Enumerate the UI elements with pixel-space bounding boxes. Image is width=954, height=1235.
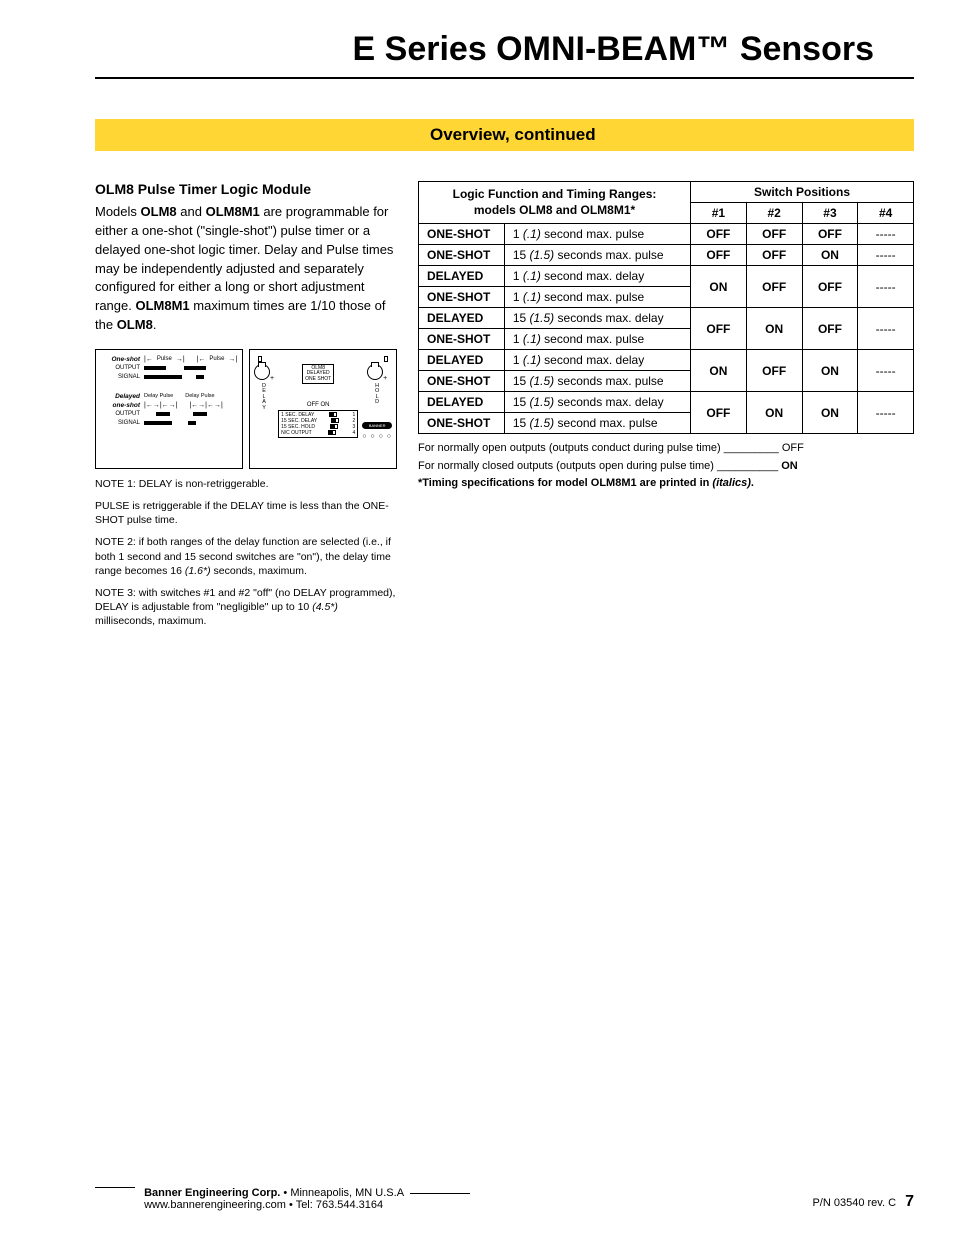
led-indicators-icon: ○ ○ ○ ○ <box>362 433 392 440</box>
switch-cell: ----- <box>858 308 914 350</box>
content: OLM8 Pulse Timer Logic Module Models OLM… <box>95 181 914 636</box>
func-cell: DELAYED <box>419 266 505 287</box>
section-bar: Overview, continued <box>95 119 914 151</box>
switch-cell: OFF <box>691 308 747 350</box>
page-title: E Series OMNI-BEAM™ Sensors <box>95 30 874 69</box>
switch-cell: OFF <box>746 266 802 308</box>
right-column: Logic Function and Timing Ranges: models… <box>418 181 914 636</box>
sw-col-3: #3 <box>802 203 858 224</box>
module-title: OLM8 Pulse Timer Logic Module <box>95 181 400 197</box>
footer-company: Banner Engineering Corp. • Minneapolis, … <box>95 1187 470 1211</box>
delay-knob-icon <box>254 364 270 380</box>
note-3: NOTE 3: with switches #1 and #2 "off" (n… <box>95 586 400 629</box>
switch-cell: ON <box>802 245 858 266</box>
timing-cell: 15 (1.5) seconds max. delay <box>504 308 690 329</box>
func-cell: DELAYED <box>419 350 505 371</box>
switch-cell: ----- <box>858 392 914 434</box>
switch-cell: ----- <box>858 245 914 266</box>
switch-cell: OFF <box>746 224 802 245</box>
left-column: OLM8 Pulse Timer Logic Module Models OLM… <box>95 181 400 636</box>
timing-cell: 1 (.1) second max. delay <box>504 350 690 371</box>
table-head-right: Switch Positions <box>691 182 914 203</box>
sw-col-4: #4 <box>858 203 914 224</box>
table-row: DELAYED15 (1.5) seconds max. delayOFFONO… <box>419 392 914 413</box>
switch-cell: ON <box>746 308 802 350</box>
timing-waveform-panel: One-shot |←Pulse→| |←Pulse→| OUTPUT SIGN… <box>95 349 243 469</box>
table-row: ONE-SHOT1 (.1) second max. pulseOFFOFFOF… <box>419 224 914 245</box>
module-paragraph: Models OLM8 and OLM8M1 are programmable … <box>95 203 400 335</box>
switch-cell: ----- <box>858 266 914 308</box>
switch-cell: OFF <box>802 266 858 308</box>
func-cell: DELAYED <box>419 392 505 413</box>
timing-cell: 15 (1.5) seconds max. pulse <box>504 245 690 266</box>
footnote-italics: *Timing specifications for model OLM8M1 … <box>418 475 914 493</box>
timing-cell: 1 (.1) second max. pulse <box>504 287 690 308</box>
switch-cell: OFF <box>802 224 858 245</box>
table-head-left: Logic Function and Timing Ranges: models… <box>419 182 691 224</box>
func-cell: ONE-SHOT <box>419 371 505 392</box>
sw-col-2: #2 <box>746 203 802 224</box>
page-number: 7 <box>905 1193 914 1210</box>
footer-pn: P/N 03540 rev. C 7 <box>812 1193 914 1211</box>
switch-cell: OFF <box>691 245 747 266</box>
switch-cell: ON <box>802 392 858 434</box>
timing-cell: 15 (1.5) seconds max. delay <box>504 392 690 413</box>
footnote-closed: For normally closed outputs (outputs ope… <box>418 458 914 476</box>
page-header: E Series OMNI-BEAM™ Sensors <box>95 0 914 79</box>
switch-cell: ON <box>746 392 802 434</box>
sw-col-1: #1 <box>691 203 747 224</box>
notes: NOTE 1: DELAY is non-retriggerable. PULS… <box>95 477 400 629</box>
note-1b: PULSE is retriggerable if the DELAY time… <box>95 499 400 527</box>
timing-cell: 1 (.1) second max. pulse <box>504 329 690 350</box>
table-row: DELAYED15 (1.5) seconds max. delayOFFONO… <box>419 308 914 329</box>
switch-cell: OFF <box>691 392 747 434</box>
func-cell: ONE-SHOT <box>419 287 505 308</box>
timing-cell: 15 (1.5) second max. pulse <box>504 413 690 434</box>
switch-cell: ON <box>691 266 747 308</box>
note-1: NOTE 1: DELAY is non-retriggerable. <box>95 477 400 491</box>
func-cell: ONE-SHOT <box>419 329 505 350</box>
func-cell: ONE-SHOT <box>419 224 505 245</box>
timing-cell: 1 (.1) second max. pulse <box>504 224 690 245</box>
switch-cell: OFF <box>802 308 858 350</box>
switch-cell: OFF <box>691 224 747 245</box>
note-2: NOTE 2: if both ranges of the delay func… <box>95 535 400 578</box>
logic-table-body: ONE-SHOT1 (.1) second max. pulseOFFOFFOF… <box>419 224 914 434</box>
page-footer: Banner Engineering Corp. • Minneapolis, … <box>95 1187 914 1211</box>
func-cell: ONE-SHOT <box>419 245 505 266</box>
switch-cell: ----- <box>858 224 914 245</box>
module-face-panel: + DELAY OLM8 DELAYED ONE SHOT OFF ON 1 S… <box>249 349 397 469</box>
hold-knob-icon <box>367 364 383 380</box>
banner-logo: BANNER <box>362 422 392 429</box>
switch-cell: OFF <box>746 350 802 392</box>
table-row: ONE-SHOT15 (1.5) seconds max. pulseOFFOF… <box>419 245 914 266</box>
footnote-open: For normally open outputs (outputs condu… <box>418 440 914 458</box>
table-row: DELAYED1 (.1) second max. delayONOFFOFF-… <box>419 266 914 287</box>
table-footnotes: For normally open outputs (outputs condu… <box>418 440 914 493</box>
func-cell: ONE-SHOT <box>419 413 505 434</box>
table-row: DELAYED1 (.1) second max. delayONOFFON--… <box>419 350 914 371</box>
func-cell: DELAYED <box>419 308 505 329</box>
timing-cell: 1 (.1) second max. delay <box>504 266 690 287</box>
switch-cell: ON <box>802 350 858 392</box>
timing-cell: 15 (1.5) seconds max. pulse <box>504 371 690 392</box>
switch-cell: ----- <box>858 350 914 392</box>
timer-diagram: One-shot |←Pulse→| |←Pulse→| OUTPUT SIGN… <box>95 349 400 469</box>
switch-cell: ON <box>691 350 747 392</box>
switch-cell: OFF <box>746 245 802 266</box>
logic-table: Logic Function and Timing Ranges: models… <box>418 181 914 434</box>
